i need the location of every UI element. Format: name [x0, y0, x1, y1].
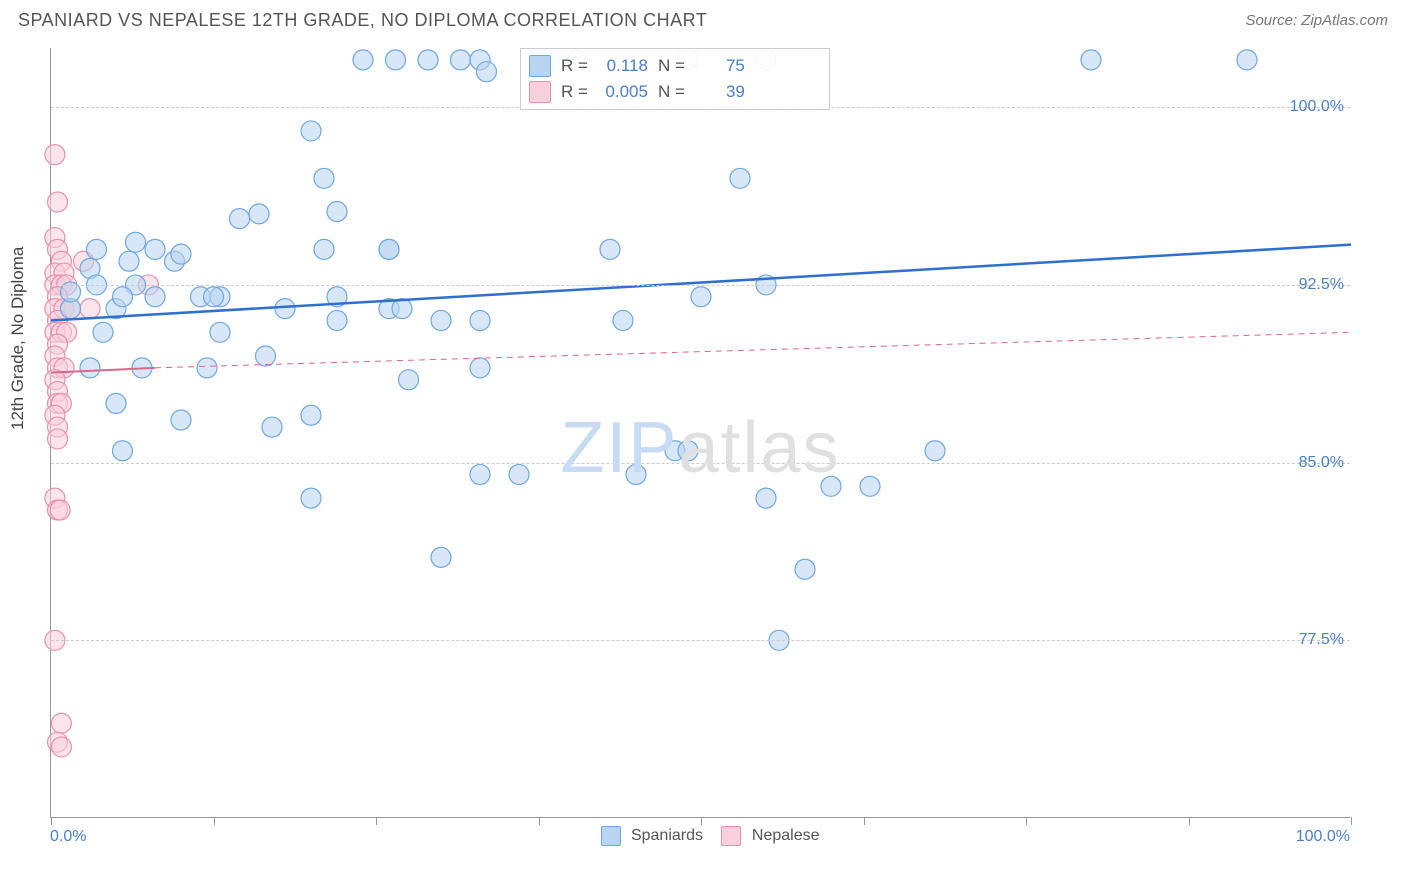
scatter-point	[327, 310, 347, 330]
scatter-point	[197, 358, 217, 378]
legend-swatch	[721, 826, 741, 846]
scatter-point	[600, 239, 620, 259]
gridline-h	[51, 463, 1350, 464]
scatter-point	[145, 287, 165, 307]
scatter-svg	[51, 48, 1350, 817]
gridline-h	[51, 285, 1350, 286]
scatter-point	[80, 299, 100, 319]
trend-line	[51, 245, 1351, 321]
scatter-point	[171, 410, 191, 430]
scatter-point	[418, 50, 438, 70]
legend-stat-row: R =0.118N =75	[529, 53, 821, 79]
scatter-point	[87, 239, 107, 259]
legend-swatch	[601, 826, 621, 846]
scatter-point	[1081, 50, 1101, 70]
scatter-point	[379, 239, 399, 259]
scatter-point	[327, 201, 347, 221]
scatter-point	[477, 62, 497, 82]
trend-line	[155, 332, 1351, 368]
scatter-point	[113, 441, 133, 461]
scatter-point	[106, 393, 126, 413]
scatter-point	[80, 358, 100, 378]
y-tick-label: 85.0%	[1299, 454, 1344, 472]
scatter-point	[431, 310, 451, 330]
scatter-point	[256, 346, 276, 366]
scatter-point	[613, 310, 633, 330]
scatter-point	[275, 299, 295, 319]
plot-area: ZIPatlas 77.5%85.0%92.5%100.0%	[50, 48, 1350, 818]
scatter-point	[451, 50, 471, 70]
scatter-point	[314, 239, 334, 259]
scatter-point	[249, 204, 269, 224]
series-legend: Spaniards Nepalese	[0, 826, 1406, 846]
scatter-point	[756, 488, 776, 508]
scatter-point	[51, 737, 71, 757]
scatter-point	[48, 429, 68, 449]
x-tick	[539, 817, 540, 825]
scatter-point	[470, 358, 490, 378]
scatter-point	[301, 488, 321, 508]
y-tick-label: 77.5%	[1299, 631, 1344, 649]
x-tick	[701, 817, 702, 825]
y-tick-label: 92.5%	[1299, 276, 1344, 294]
scatter-point	[821, 476, 841, 496]
scatter-point	[353, 50, 373, 70]
x-tick	[51, 817, 52, 825]
legend-label: Spaniards	[627, 827, 708, 844]
y-tick-label: 100.0%	[1290, 98, 1344, 116]
scatter-point	[48, 192, 68, 212]
scatter-point	[93, 322, 113, 342]
scatter-point	[301, 121, 321, 141]
scatter-point	[119, 251, 139, 271]
scatter-point	[678, 441, 698, 461]
source-attribution: Source: ZipAtlas.com	[1245, 12, 1388, 29]
scatter-point	[51, 713, 71, 733]
scatter-point	[399, 370, 419, 390]
scatter-point	[262, 417, 282, 437]
x-tick	[864, 817, 865, 825]
stats-legend: R =0.118N =75R =0.005N =39	[520, 48, 830, 110]
scatter-point	[204, 287, 224, 307]
scatter-point	[386, 50, 406, 70]
scatter-point	[230, 209, 250, 229]
scatter-point	[171, 244, 191, 264]
scatter-point	[113, 287, 133, 307]
scatter-point	[925, 441, 945, 461]
scatter-point	[210, 322, 230, 342]
scatter-point	[860, 476, 880, 496]
x-tick	[1026, 817, 1027, 825]
legend-label: Nepalese	[747, 827, 819, 844]
scatter-point	[795, 559, 815, 579]
scatter-point	[470, 310, 490, 330]
chart-title: SPANIARD VS NEPALESE 12TH GRADE, NO DIPL…	[18, 10, 707, 31]
scatter-point	[509, 464, 529, 484]
legend-swatch	[529, 81, 551, 103]
scatter-point	[431, 547, 451, 567]
scatter-point	[50, 500, 70, 520]
x-tick	[1189, 817, 1190, 825]
y-axis-label: 12th Grade, No Diploma	[8, 247, 28, 430]
gridline-h	[51, 640, 1350, 641]
scatter-point	[314, 168, 334, 188]
scatter-point	[626, 464, 646, 484]
scatter-point	[45, 145, 65, 165]
scatter-point	[470, 464, 490, 484]
x-tick	[1351, 817, 1352, 825]
scatter-point	[691, 287, 711, 307]
legend-swatch	[529, 55, 551, 77]
legend-stat-row: R =0.005N =39	[529, 79, 821, 105]
scatter-point	[145, 239, 165, 259]
scatter-point	[1237, 50, 1257, 70]
x-tick	[376, 817, 377, 825]
x-tick	[214, 817, 215, 825]
scatter-point	[126, 232, 146, 252]
scatter-point	[730, 168, 750, 188]
scatter-point	[301, 405, 321, 425]
